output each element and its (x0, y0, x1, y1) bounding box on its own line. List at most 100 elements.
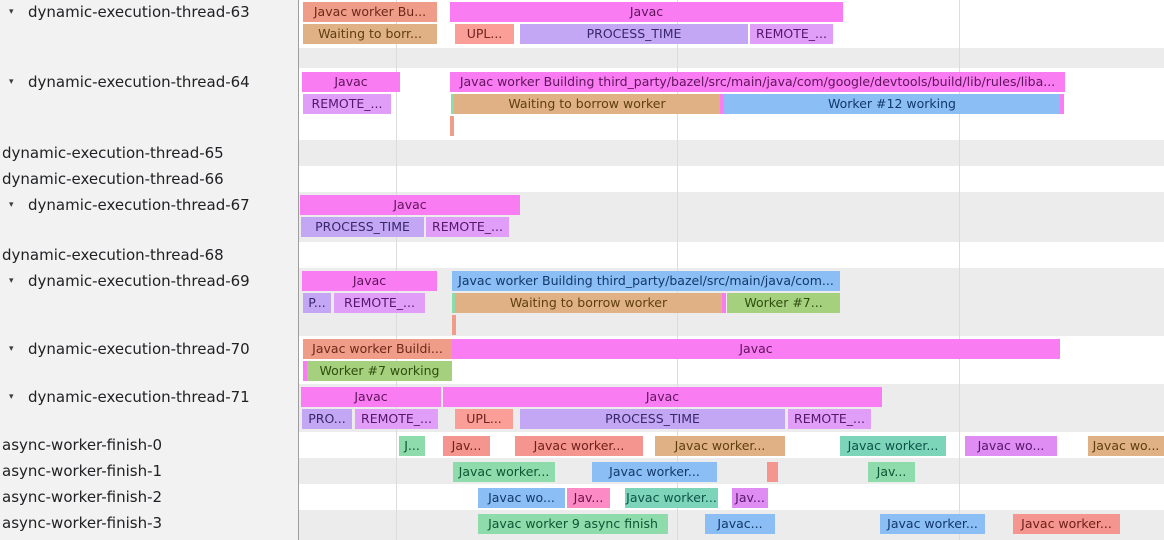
trace-slice[interactable]: P... (303, 293, 331, 313)
track-label-dynamic-execution-thread-70[interactable]: ▾ dynamic-execution-thread-70 (0, 339, 250, 359)
track-label-text: dynamic-execution-thread-65 (2, 144, 224, 162)
track-label-text: async-worker-finish-1 (2, 462, 163, 480)
track-label-dynamic-execution-thread-63[interactable]: ▾ dynamic-execution-thread-63 (0, 2, 250, 22)
track-label-text: async-worker-finish-2 (2, 488, 163, 506)
trace-slice[interactable]: PROCESS_TIME (520, 409, 785, 429)
trace-slice[interactable]: Waiting to borrow worker (454, 94, 720, 114)
trace-slice[interactable]: Javac wo... (1088, 436, 1164, 456)
trace-slice[interactable]: Javac worker... (625, 488, 718, 508)
label-panel: ▾ dynamic-execution-thread-63 ▾ dynamic-exe… (0, 0, 299, 540)
trace-slice[interactable]: Javac wo... (478, 488, 565, 508)
gridline (959, 0, 960, 540)
trace-slice[interactable]: Worker #12 working (724, 94, 1060, 114)
track-label-dynamic-execution-thread-65[interactable]: dynamic-execution-thread-65 (0, 143, 224, 163)
trace-slice[interactable]: Javac worker... (1013, 514, 1120, 534)
track-label-dynamic-execution-thread-71[interactable]: ▾ dynamic-execution-thread-71 (0, 387, 250, 407)
trace-slice[interactable]: REMOTE_... (750, 24, 833, 44)
track-label-text: dynamic-execution-thread-70 (28, 340, 250, 358)
track-label-text: dynamic-execution-thread-67 (28, 196, 250, 214)
trace-slice[interactable]: Javac (450, 2, 843, 22)
trace-slice[interactable]: Javac (302, 72, 400, 92)
track-label-async-worker-finish-1[interactable]: async-worker-finish-1 (0, 461, 162, 481)
expand-arrow-icon[interactable]: ▾ (9, 344, 14, 354)
track-label-dynamic-execution-thread-69[interactable]: ▾ dynamic-execution-thread-69 (0, 271, 250, 291)
trace-slice[interactable]: UPL... (455, 24, 514, 44)
track-label-dynamic-execution-thread-64[interactable]: ▾ dynamic-execution-thread-64 (0, 72, 250, 92)
track-label-text: dynamic-execution-thread-64 (28, 73, 250, 91)
track-row (299, 242, 1164, 268)
trace-slice[interactable]: PRO... (302, 409, 352, 429)
trace-slice[interactable]: PROCESS_TIME (520, 24, 748, 44)
track-row (299, 48, 1164, 68)
gridline (396, 0, 397, 540)
trace-slice[interactable]: Jav... (868, 462, 915, 482)
trace-slice[interactable] (303, 361, 307, 381)
trace-slice[interactable]: Javac worker Building third_party/bazel/… (452, 271, 840, 291)
trace-slice[interactable]: Javac worker 9 async finish (478, 514, 668, 534)
track-label-dynamic-execution-thread-67[interactable]: ▾ dynamic-execution-thread-67 (0, 195, 250, 215)
track-label-async-worker-finish-3[interactable]: async-worker-finish-3 (0, 513, 162, 533)
trace-slice[interactable]: UPL... (455, 409, 513, 429)
trace-slice[interactable]: Javac (452, 339, 1060, 359)
trace-slice[interactable]: Jav... (443, 436, 490, 456)
trace-slice[interactable] (452, 315, 456, 335)
trace-slice[interactable] (1060, 94, 1064, 114)
track-label-text: async-worker-finish-0 (2, 436, 163, 454)
trace-slice[interactable]: Javac (443, 387, 882, 407)
track-row (299, 484, 1164, 510)
track-label-text: dynamic-execution-thread-68 (2, 246, 224, 264)
track-label-text: async-worker-finish-3 (2, 514, 163, 532)
track-row (299, 166, 1164, 192)
trace-slice[interactable]: Javac worker... (453, 462, 555, 482)
trace-slice[interactable]: REMOTE_... (355, 409, 438, 429)
trace-slice[interactable]: Javac worker... (880, 514, 985, 534)
track-row (299, 458, 1164, 484)
trace-slice[interactable]: Jav... (567, 488, 610, 508)
trace-slice[interactable]: Javac worker Bu... (303, 2, 437, 22)
trace-slice[interactable]: Worker #7... (727, 293, 840, 313)
track-label-text: dynamic-execution-thread-66 (2, 170, 224, 188)
trace-slice[interactable] (722, 293, 726, 313)
expand-arrow-icon[interactable]: ▾ (9, 276, 14, 286)
trace-slice[interactable]: Javac worker... (655, 436, 785, 456)
trace-slice[interactable]: PROCESS_TIME (301, 217, 424, 237)
track-label-async-worker-finish-0[interactable]: async-worker-finish-0 (0, 435, 162, 455)
track-label-text: dynamic-execution-thread-71 (28, 388, 250, 406)
trace-slice[interactable]: Javac... (705, 514, 775, 534)
trace-slice[interactable]: REMOTE_... (788, 409, 871, 429)
trace-slice[interactable]: REMOTE_... (334, 293, 425, 313)
expand-arrow-icon[interactable]: ▾ (9, 392, 14, 402)
trace-slice[interactable]: Javac (300, 195, 520, 215)
trace-slice[interactable]: Javac worker... (515, 436, 643, 456)
trace-slice[interactable] (452, 293, 456, 313)
track-label-dynamic-execution-thread-66[interactable]: dynamic-execution-thread-66 (0, 169, 224, 189)
trace-slice[interactable] (767, 462, 778, 482)
trace-slice[interactable]: Waiting to borr... (303, 24, 437, 44)
expand-arrow-icon[interactable]: ▾ (9, 200, 14, 210)
trace-slice[interactable] (451, 94, 455, 114)
trace-slice[interactable] (720, 94, 724, 114)
trace-slice[interactable]: REMOTE_... (426, 217, 509, 237)
trace-slice[interactable]: Javac worker Building third_party/bazel/… (450, 72, 1065, 92)
trace-slice[interactable] (450, 116, 454, 136)
track-label-text: dynamic-execution-thread-69 (28, 272, 250, 290)
trace-slice[interactable]: Worker #7 working (307, 361, 452, 381)
trace-slice[interactable]: Javac worker... (592, 462, 717, 482)
track-label-text: dynamic-execution-thread-63 (28, 3, 250, 21)
track-row (299, 140, 1164, 166)
expand-arrow-icon[interactable]: ▾ (9, 77, 14, 87)
trace-slice[interactable]: Javac worker... (840, 436, 946, 456)
trace-slice[interactable]: Javac wo... (965, 436, 1057, 456)
trace-slice[interactable]: REMOTE_... (303, 94, 391, 114)
trace-slice[interactable]: Javac worker Buildi... (303, 339, 452, 359)
trace-slice[interactable]: J... (399, 436, 425, 456)
trace-slice[interactable]: Waiting to borrow worker (455, 293, 722, 313)
trace-slice[interactable]: Javac (301, 387, 441, 407)
track-label-async-worker-finish-2[interactable]: async-worker-finish-2 (0, 487, 162, 507)
expand-arrow-icon[interactable]: ▾ (9, 7, 14, 17)
track-label-dynamic-execution-thread-68[interactable]: dynamic-execution-thread-68 (0, 245, 224, 265)
trace-slice[interactable]: Javac (302, 271, 437, 291)
trace-slice[interactable]: Jav... (732, 488, 768, 508)
